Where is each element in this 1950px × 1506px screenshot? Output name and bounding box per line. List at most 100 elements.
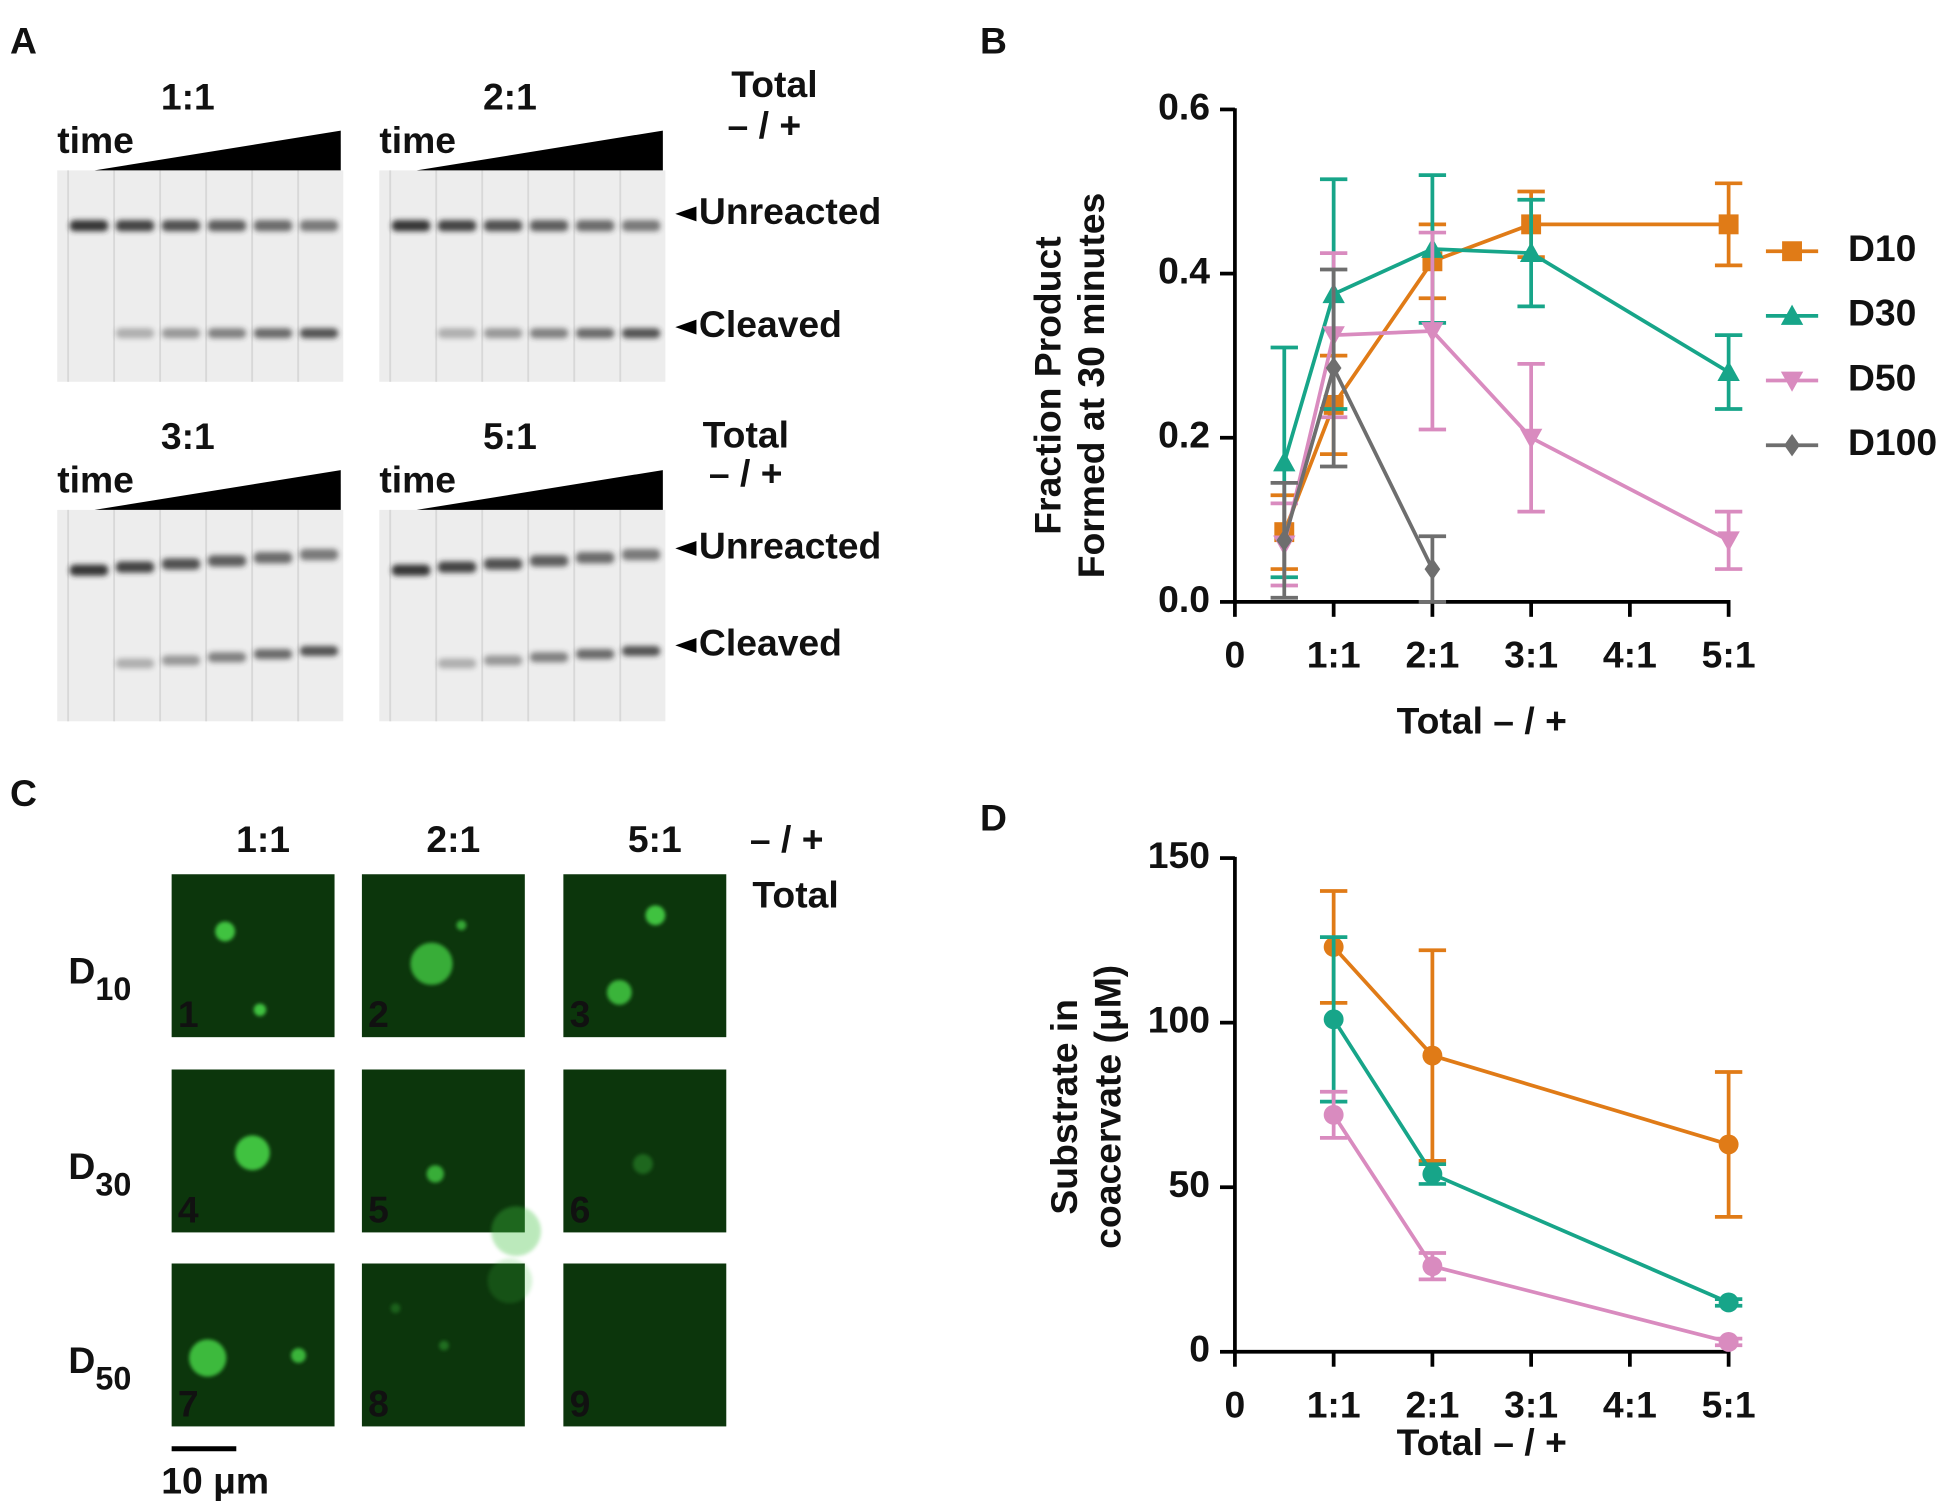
band-cleaved: [299, 646, 339, 656]
ratio-label: – / +: [709, 452, 783, 494]
data-point: [1717, 360, 1740, 382]
gel-lane: [297, 170, 300, 382]
series-line: [1332, 1018, 1730, 1305]
data-point: [1323, 1009, 1344, 1030]
legend-marker: [1780, 304, 1804, 325]
tile-number: 2: [368, 993, 389, 1035]
y-tick-label: 0.0: [1158, 578, 1210, 620]
band-cleaved: [299, 328, 339, 339]
data-point: [1717, 531, 1740, 552]
legend-label: D100: [1848, 421, 1937, 463]
band-unreacted: [299, 549, 339, 561]
band-cleaved: [437, 328, 477, 339]
gel-lane: [573, 170, 576, 382]
band-unreacted: [621, 220, 661, 232]
data-point: [1718, 1331, 1739, 1352]
y-axis-label: Fraction Product: [1027, 236, 1069, 534]
x-axis-label: Total – / +: [1397, 1421, 1567, 1463]
droplet: [253, 1003, 267, 1017]
time-label: time: [379, 119, 456, 161]
x-tick-label: 1:1: [1307, 634, 1361, 676]
droplet: [235, 1135, 270, 1171]
gel-lane: [435, 509, 438, 722]
gel-lane: [205, 170, 208, 382]
x-tick-label: 3:1: [1504, 634, 1558, 676]
band-cleaved: [575, 328, 615, 339]
ratio-label: 5:1: [483, 415, 537, 457]
y-axis-label: Substrate in: [1043, 999, 1085, 1215]
band-unreacted: [115, 561, 155, 573]
band-cleaved: [529, 652, 569, 663]
droplet: [487, 1258, 533, 1304]
data-point: [1424, 557, 1441, 581]
row-label: D50: [68, 1339, 131, 1396]
band-unreacted: [253, 220, 293, 232]
band-unreacted: [575, 552, 615, 564]
ratio-header: – / +: [750, 818, 824, 860]
gel-lane: [573, 509, 576, 722]
band-arrow: [675, 637, 697, 653]
band-cleaved: [207, 328, 247, 339]
series-line: [1332, 1113, 1730, 1344]
band-unreacted: [391, 220, 431, 232]
column-label: 2:1: [426, 818, 480, 860]
band-unreacted: [529, 220, 569, 232]
gel-image: [379, 170, 666, 382]
total-label: Total: [731, 63, 817, 105]
droplet: [456, 920, 467, 931]
band-cleaved: [621, 328, 661, 339]
data-point: [1718, 1134, 1739, 1155]
x-tick-label: 4:1: [1603, 1384, 1657, 1426]
legend-marker: [1782, 241, 1802, 262]
y-tick-label: 0.6: [1158, 85, 1210, 127]
legend-label: D10: [1848, 227, 1916, 269]
ratio-label: 2:1: [483, 75, 537, 117]
x-tick-label: 5:1: [1702, 634, 1756, 676]
x-tick-label: 4:1: [1603, 634, 1657, 676]
data-point: [1273, 451, 1296, 472]
gel-image: [57, 509, 344, 722]
band-cleaved: [253, 649, 293, 660]
band-unreacted: [483, 220, 523, 232]
gel-lane: [297, 509, 300, 722]
band-arrow: [675, 319, 697, 335]
band-cleaved: [621, 646, 661, 656]
band-unreacted: [161, 558, 201, 570]
y-axis-label: coacervate (μM): [1086, 965, 1128, 1249]
droplet: [410, 942, 453, 985]
droplet: [633, 1154, 653, 1174]
gel-lane: [619, 170, 622, 382]
tile-number: 8: [368, 1382, 389, 1424]
gel-lane: [67, 509, 70, 722]
band-cleaved: [207, 652, 247, 663]
legend-label: D30: [1848, 292, 1916, 334]
ratio-label: 1:1: [161, 75, 215, 117]
y-tick-label: 0.2: [1158, 414, 1210, 456]
x-tick-label: 2:1: [1405, 1384, 1459, 1426]
micrograph: [361, 1069, 525, 1233]
gel-lane: [159, 509, 162, 722]
tile-number: 4: [178, 1188, 199, 1230]
micrograph: [563, 1069, 727, 1233]
time-wedge: [416, 470, 663, 510]
row-name: D: [68, 950, 95, 992]
band-unreacted: [391, 564, 431, 576]
tile-number: 6: [570, 1188, 591, 1230]
y-tick-label: 0: [1189, 1328, 1210, 1370]
row-label: D10: [68, 950, 131, 1007]
x-tick-label: 0: [1225, 1384, 1246, 1426]
data-point: [1325, 356, 1342, 380]
band-cleaved: [161, 328, 201, 339]
gel-lane: [251, 170, 254, 382]
series-line: [1282, 222, 1729, 533]
gel-lane: [389, 509, 392, 722]
gel-lane: [481, 170, 484, 382]
x-tick-label: 3:1: [1504, 1384, 1558, 1426]
row-name: D: [68, 1339, 95, 1381]
data-point: [1421, 322, 1444, 343]
data-point: [1519, 241, 1543, 263]
gel-lane: [205, 509, 208, 722]
panel-label: D: [980, 797, 1007, 839]
